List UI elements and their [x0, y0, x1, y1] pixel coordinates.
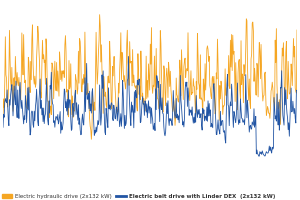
Legend: Electric hydraulic drive (2x132 kW), Electric belt drive with Linder DEX  (2x132: Electric hydraulic drive (2x132 kW), Ele…: [0, 192, 278, 200]
